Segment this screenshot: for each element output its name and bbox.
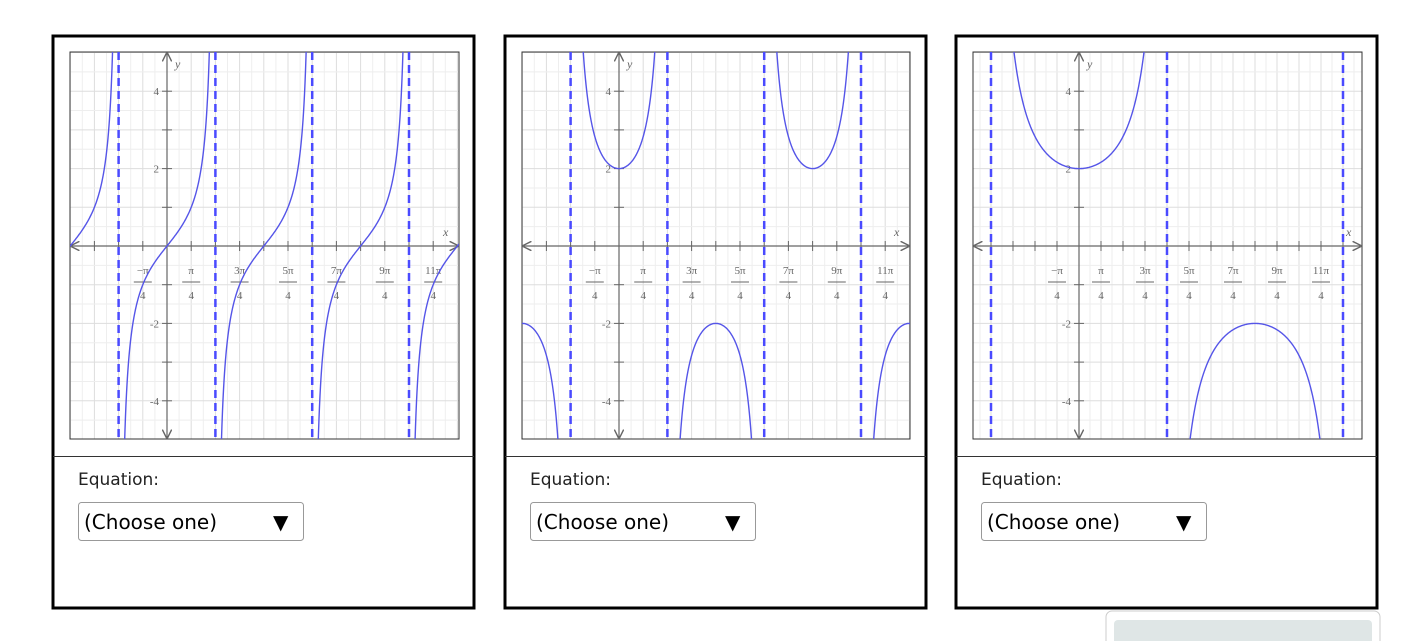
x-tick-denominator: 4 [882,290,888,302]
x-tick-denominator: 4 [1054,290,1060,302]
question-panel: x y 4 2 -2 -4 −π 4 π 4 3π 4 5π 4 7π 4 9π 4 11π 4 Equation: (C… [503,34,928,610]
x-tick-numerator: 5π [734,265,746,277]
help-button[interactable] [1105,610,1381,641]
y-tick-label: 2 [606,164,612,176]
y-tick-label: -4 [602,396,612,408]
x-tick-denominator: 4 [689,290,695,302]
select-text: (Choose one) [536,510,669,534]
select-text: (Choose one) [987,510,1120,534]
x-tick-denominator: 4 [1186,290,1192,302]
x-tick-denominator: 4 [140,290,146,302]
select-box [78,502,304,541]
x-tick-numerator: 5π [282,265,294,277]
equation-select[interactable]: (Choose one) ▼ [981,502,1207,541]
x-tick-numerator: 11π [1313,265,1330,277]
x-tick-denominator: 4 [237,290,243,302]
equation-select[interactable]: (Choose one) ▼ [530,502,756,541]
x-tick-denominator: 4 [430,290,436,302]
equation-label: Equation: [78,470,159,490]
plot [989,52,1345,439]
x-axis-label: x [893,225,900,239]
x-tick-numerator: −π [1051,265,1063,277]
x-tick-denominator: 4 [1274,290,1280,302]
y-tick-label: 4 [154,86,160,98]
x-tick-numerator: 7π [783,265,795,277]
y-tick-label: 4 [606,86,612,98]
x-tick-denominator: 4 [834,290,840,302]
x-tick-denominator: 4 [382,290,388,302]
y-axis-label: y [626,57,633,71]
question-panel: xy42-2-4−π4π43π45π47π49π411π4Equation:(C… [51,34,476,610]
x-tick-numerator: 7π [1227,265,1239,277]
x-tick-numerator: 3π [686,265,698,277]
x-tick-numerator: 7π [331,265,343,277]
x-tick-denominator: 4 [285,290,291,302]
x-tick-denominator: 4 [188,290,194,302]
select-arrow: ▼ [273,510,289,534]
x-tick-denominator: 4 [737,290,743,302]
x-tick-numerator: 5π [1183,265,1195,277]
y-tick-label: -4 [150,396,160,408]
x-tick-numerator: 3π [234,265,246,277]
x-tick-numerator: −π [589,265,601,277]
x-tick-numerator: π [1098,265,1104,277]
select-arrow: ▼ [1176,510,1192,534]
x-tick-numerator: −π [137,265,149,277]
x-tick-numerator: 3π [1139,265,1151,277]
x-tick-numerator: 9π [379,265,391,277]
graph: x y 4 2 -2 -4 −π 4 π 4 3π 4 5π 4 7π 4 9π 4 11π 4 [972,51,1363,440]
x-tick-denominator: 4 [786,290,792,302]
equation-select[interactable]: (Choose one) ▼ [78,502,304,541]
equation-label: Equation: [981,470,1062,490]
y-tick-label: -4 [1062,396,1072,408]
y-tick-label: 2 [1066,164,1072,176]
button-body [1114,620,1372,641]
y-tick-label: -2 [602,318,611,330]
select-arrow: ▼ [725,510,741,534]
plot [70,52,459,439]
select-box [530,502,756,541]
x-tick-numerator: 9π [1271,265,1283,277]
curve [70,52,459,439]
x-tick-denominator: 4 [1142,290,1148,302]
question-panel: x y 4 2 -2 -4 −π 4 π 4 3π 4 5π 4 7π 4 9π 4 11π 4 Equation: (C… [954,34,1379,610]
x-tick-denominator: 4 [1098,290,1104,302]
y-tick-label: -2 [150,318,159,330]
x-tick-denominator: 4 [640,290,646,302]
x-tick-denominator: 4 [1230,290,1236,302]
plot [522,52,910,439]
curve [1013,52,1321,439]
x-tick-numerator: π [640,265,646,277]
x-tick-numerator: 9π [831,265,843,277]
y-axis-label: y [174,57,181,71]
graph-frame [521,51,911,440]
graph: x y 4 2 -2 -4 −π 4 π 4 3π 4 5π 4 7π 4 9π 4 11π 4 [521,51,911,440]
x-tick-numerator: π [188,265,194,277]
x-axis-label: x [442,225,449,239]
y-tick-label: 4 [1066,86,1072,98]
y-axis-label: y [1086,57,1093,71]
select-text: (Choose one) [84,510,217,534]
x-tick-denominator: 4 [1318,290,1324,302]
curve [522,52,910,439]
x-tick-denominator: 4 [592,290,598,302]
y-tick-label: -2 [1062,318,1071,330]
x-tick-denominator: 4 [334,290,340,302]
y-tick-label: 2 [154,164,160,176]
select-box [981,502,1207,541]
equation-label: Equation: [530,470,611,490]
x-axis-label: x [1345,225,1352,239]
x-tick-numerator: 11π [877,265,894,277]
